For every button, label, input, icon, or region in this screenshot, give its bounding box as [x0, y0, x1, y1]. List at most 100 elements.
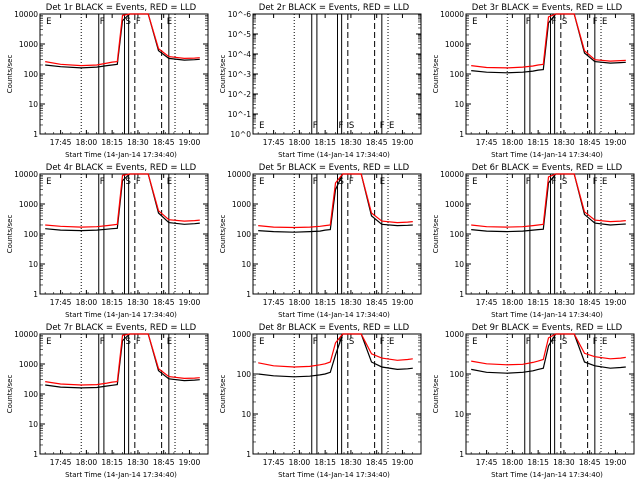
flag-letter: E — [259, 337, 264, 347]
x-tick-label: 18:15 — [101, 458, 123, 467]
y-tick-label: 1 — [246, 450, 251, 459]
panel-det-6: Det 6r BLACK = Events, RED = LLD 1 10 100 10… — [432, 163, 635, 319]
x-tick-label: 18:30 — [127, 138, 149, 147]
x-tick-label: 18:45 — [579, 298, 601, 307]
flag-letter: F — [136, 17, 141, 27]
y-tick-label: 100 — [450, 70, 465, 79]
flag-letter: S — [349, 121, 354, 131]
flag-letter: E — [380, 177, 385, 187]
panel-det-5: Det 5r BLACK = Events, RED = LLD 1 10 100 10… — [219, 163, 422, 319]
y-tick-label: 10^-3 — [228, 70, 252, 79]
x-tick-label: 18:30 — [340, 298, 362, 307]
x-tick-label: 18:45 — [366, 138, 388, 147]
x-tick-label: 19:00 — [392, 458, 414, 467]
series-line-events — [258, 173, 413, 233]
x-tick-label: 18:30 — [340, 138, 362, 147]
flag-letter: E — [602, 177, 607, 187]
flag-letter: E — [389, 337, 394, 347]
x-axis-label: Start Time (14-Jan-14 17:34:40) — [278, 311, 390, 319]
x-tick-label: 19:00 — [605, 298, 627, 307]
flag-letter: F — [100, 17, 105, 27]
x-axis-label: Start Time (14-Jan-14 17:34:40) — [491, 311, 603, 319]
flag-letter: E — [389, 121, 394, 131]
y-tick-label: 10000 — [14, 330, 38, 339]
y-tick-label: 10000 — [14, 10, 38, 19]
plot-frame — [252, 333, 422, 455]
y-tick-label: 1000 — [19, 200, 38, 209]
y-axis-label: Counts/sec — [219, 375, 227, 414]
flag-letter: S — [562, 337, 567, 347]
y-tick-label: 1000 — [232, 200, 251, 209]
x-tick-label: 17:45 — [263, 298, 285, 307]
y-axis-label: Counts/sec — [432, 375, 440, 414]
series-line-lld — [45, 333, 200, 386]
flag-letter: F — [313, 121, 318, 131]
flag-letter: F — [380, 337, 385, 347]
x-tick-label: 19:00 — [605, 138, 627, 147]
series-line-lld — [471, 173, 626, 228]
x-tick-label: 18:00 — [76, 138, 98, 147]
x-tick-label: 18:30 — [127, 458, 149, 467]
x-tick-label: 18:30 — [340, 458, 362, 467]
y-tick-label: 1 — [33, 130, 38, 139]
y-axis-label: Counts/sec — [6, 375, 14, 414]
series-line-events — [258, 333, 413, 378]
panel-title: Det 7r BLACK = Events, RED = LLD — [46, 323, 197, 333]
x-axis-label: Start Time (14-Jan-14 17:34:40) — [65, 151, 177, 159]
y-tick-label: 1000 — [445, 330, 464, 339]
y-tick-label: 1 — [459, 130, 464, 139]
y-tick-label: 10 — [241, 260, 251, 269]
series-line-lld — [45, 173, 200, 228]
flag-letter: F — [339, 337, 344, 347]
panel-title: Det 6r BLACK = Events, RED = LLD — [472, 163, 623, 173]
flag-letter: E — [46, 177, 51, 187]
flag-letter: F — [380, 121, 385, 131]
flag-letter: E — [472, 337, 477, 347]
x-tick-label: 18:45 — [153, 458, 175, 467]
series-line-lld — [45, 13, 200, 67]
y-axis-label: Counts/sec — [6, 55, 14, 94]
panel-title: Det 2r BLACK = Events, RED = LLD — [259, 3, 410, 13]
y-tick-label: 1000 — [19, 40, 38, 49]
panel-title: Det 3r BLACK = Events, RED = LLD — [472, 3, 623, 13]
y-tick-label: 1 — [459, 450, 464, 459]
x-tick-label: 18:00 — [502, 458, 524, 467]
x-tick-label: 17:45 — [476, 138, 498, 147]
plot-frame — [252, 173, 422, 295]
plot-frame — [465, 333, 635, 455]
panel-title: Det 5r BLACK = Events, RED = LLD — [259, 163, 410, 173]
series-line-events — [45, 173, 200, 232]
flag-letter: F — [100, 337, 105, 347]
plot-frame — [39, 13, 209, 135]
flag-letter: E — [46, 17, 51, 27]
x-tick-label: 18:30 — [127, 298, 149, 307]
plot-frame — [465, 13, 635, 135]
y-tick-label: 1 — [459, 290, 464, 299]
x-tick-label: 18:00 — [502, 298, 524, 307]
y-tick-label: 10 — [454, 410, 464, 419]
x-tick-label: 18:15 — [314, 458, 336, 467]
x-tick-label: 17:45 — [50, 298, 72, 307]
y-axis-label: Counts/sec — [219, 55, 227, 94]
panel-det-4: Det 4r BLACK = Events, RED = LLD 1 10 100 10… — [6, 163, 209, 319]
x-tick-label: 17:45 — [50, 458, 72, 467]
y-tick-label: 100 — [24, 70, 39, 79]
flag-letter: S — [126, 177, 131, 187]
flag-letter: F — [593, 17, 598, 27]
flag-letter: S — [339, 177, 344, 187]
series-line-lld — [258, 173, 413, 229]
x-tick-label: 18:15 — [527, 138, 549, 147]
flag-letter: S — [562, 17, 567, 27]
y-tick-label: 10 — [28, 420, 38, 429]
series-line-events — [471, 13, 626, 74]
x-tick-label: 18:30 — [553, 458, 575, 467]
x-tick-label: 18:00 — [289, 138, 311, 147]
y-tick-label: 10000 — [14, 170, 38, 179]
y-tick-label: 10 — [241, 410, 251, 419]
flag-letter: F — [552, 177, 557, 187]
flag-letter: F — [349, 177, 354, 187]
panel-title: Det 9r BLACK = Events, RED = LLD — [472, 323, 623, 333]
flag-letter: F — [593, 337, 598, 347]
x-tick-label: 18:00 — [289, 458, 311, 467]
